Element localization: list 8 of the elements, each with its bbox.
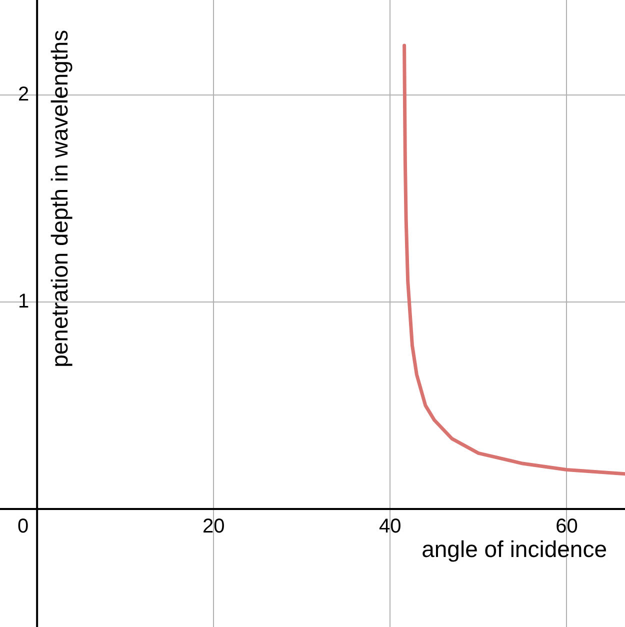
x-tick-label: 60 [556, 516, 578, 538]
x-axis-title: angle of incidence [422, 536, 607, 562]
x-tick-label: 40 [379, 516, 402, 538]
y-tick-label: 2 [18, 84, 30, 106]
x-tick-label: 20 [202, 516, 225, 538]
y-axis-title: penetration depth in wavelengths [46, 30, 72, 368]
x-tick-label: 0 [18, 516, 29, 538]
y-tick-label: 1 [18, 290, 30, 313]
